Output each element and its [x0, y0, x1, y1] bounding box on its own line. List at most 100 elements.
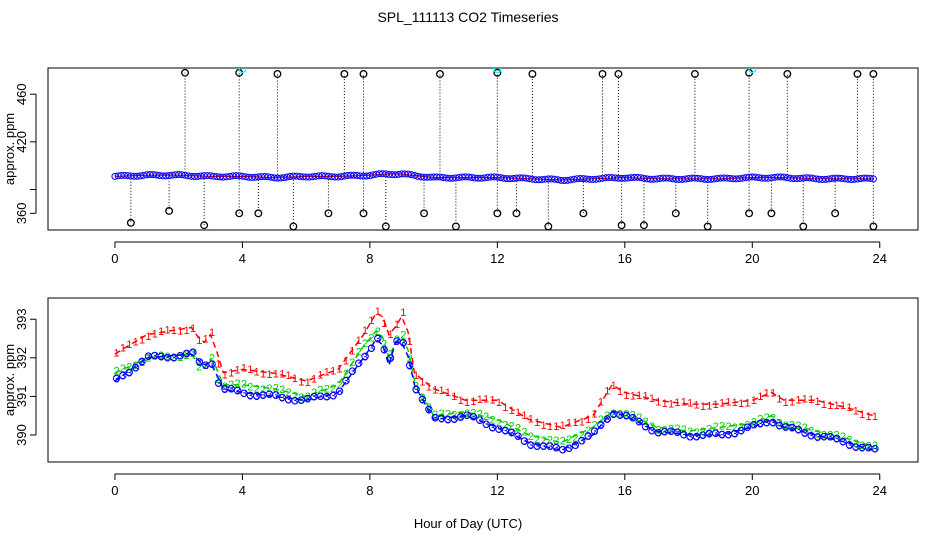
series-marker-3: 3 [572, 440, 578, 452]
series-marker-2: 2 [636, 412, 642, 424]
series-marker-2: 2 [337, 379, 343, 391]
series-marker-1: 1 [674, 397, 680, 409]
spike-point-high [528, 70, 537, 78]
series-marker-2: 2 [330, 383, 336, 395]
series-marker-1: 1 [139, 334, 145, 346]
baseline-point [181, 171, 189, 179]
spike-point-high [436, 70, 444, 78]
baseline-point [563, 176, 571, 184]
series-point-3 [399, 338, 408, 347]
series-marker-3: 3 [808, 431, 814, 443]
series-marker-2: 2 [400, 329, 406, 341]
series-marker-3: 3 [477, 415, 483, 427]
series-marker-1: 1 [241, 363, 247, 375]
baseline-point [637, 174, 645, 182]
series-point-3 [240, 389, 248, 397]
series-marker-1: 1 [738, 398, 744, 410]
spike-point-low [745, 209, 754, 218]
series-point-3 [176, 352, 184, 360]
series-marker-3: 3 [502, 425, 508, 437]
series-marker-2: 2 [866, 440, 872, 452]
series-point-3 [348, 367, 357, 375]
series-marker-1: 1 [464, 397, 470, 409]
series-marker-3: 3 [585, 431, 591, 443]
series-marker-1: 1 [496, 397, 502, 409]
y-axis-label: approx. ppm [2, 344, 17, 416]
series-point-3 [590, 427, 599, 435]
y-tick-label: 390 [14, 424, 29, 446]
series-marker-3: 3 [196, 357, 202, 369]
series-marker-1: 1 [853, 405, 859, 417]
series-marker-3: 3 [840, 437, 846, 449]
series-marker-2: 2 [649, 421, 655, 433]
series-marker-1: 1 [795, 394, 801, 406]
series-marker-3: 3 [668, 426, 674, 438]
series-marker-2: 2 [827, 429, 833, 441]
series-marker-2: 2 [502, 419, 508, 431]
spike-point-high [690, 70, 699, 78]
spike-point-low [703, 222, 712, 230]
series-marker-3: 3 [744, 422, 750, 434]
series-point-3 [737, 426, 745, 435]
series-marker-1: 1 [540, 420, 546, 432]
series-marker-2: 2 [668, 423, 674, 435]
series-marker-1: 1 [636, 390, 642, 402]
series-marker-1: 1 [407, 336, 413, 348]
series-point-3 [571, 441, 580, 449]
x-tick-label: 12 [490, 251, 504, 266]
series-marker-3: 3 [292, 396, 298, 408]
series-marker-3: 3 [515, 431, 521, 443]
series-marker-3: 3 [623, 410, 629, 422]
series-marker-3: 3 [139, 356, 145, 368]
series-marker-2: 2 [381, 339, 387, 351]
series-marker-2: 2 [394, 334, 400, 346]
series-point-3 [469, 412, 478, 421]
series-marker-3: 3 [228, 384, 234, 396]
series-marker-3: 3 [783, 422, 789, 434]
series-marker-1: 1 [222, 369, 228, 381]
series-point-3 [278, 393, 286, 402]
series-point-3 [514, 432, 522, 440]
spike-point-low [200, 221, 209, 230]
series-marker-3: 3 [674, 427, 680, 439]
series-marker-2: 2 [655, 424, 661, 436]
series-marker-2: 2 [126, 362, 132, 374]
series-marker-1: 1 [317, 369, 323, 381]
series-point-3 [769, 418, 777, 427]
series-point-3 [501, 426, 510, 435]
series-marker-2: 2 [292, 390, 298, 402]
series-marker-1: 1 [528, 414, 534, 426]
plot-frame [47, 67, 919, 231]
series-marker-3: 3 [247, 390, 253, 402]
series-marker-1: 1 [566, 418, 572, 430]
series-marker-3: 3 [368, 343, 374, 355]
baseline-point [366, 172, 374, 180]
series-marker-3: 3 [241, 388, 247, 400]
series-marker-2: 2 [489, 414, 495, 426]
series-marker-2: 2 [687, 426, 693, 438]
series-marker-2: 2 [846, 434, 852, 446]
series-marker-1: 1 [719, 397, 725, 409]
baseline-point [640, 174, 648, 182]
series-marker-1: 1 [713, 399, 719, 411]
spike-point-low [359, 209, 368, 218]
series-marker-2: 2 [158, 350, 164, 362]
series-marker-1: 1 [815, 396, 821, 408]
series-marker-1: 1 [764, 388, 770, 400]
series-marker-2: 2 [139, 357, 145, 369]
series-marker-3: 3 [362, 351, 368, 363]
series-marker-3: 3 [636, 417, 642, 429]
series-marker-3: 3 [356, 358, 362, 370]
series-marker-3: 3 [560, 445, 566, 457]
series-point-3 [125, 368, 133, 376]
series-marker-2: 2 [190, 348, 196, 360]
series-marker-1: 1 [196, 335, 202, 347]
series-marker-3: 3 [770, 417, 776, 429]
series-marker-3: 3 [547, 441, 553, 453]
y-tick-label: 460 [14, 83, 29, 105]
series-marker-3: 3 [649, 426, 655, 438]
series-marker-3: 3 [489, 422, 495, 434]
series-marker-3: 3 [337, 386, 343, 398]
series-marker-3: 3 [126, 367, 132, 379]
